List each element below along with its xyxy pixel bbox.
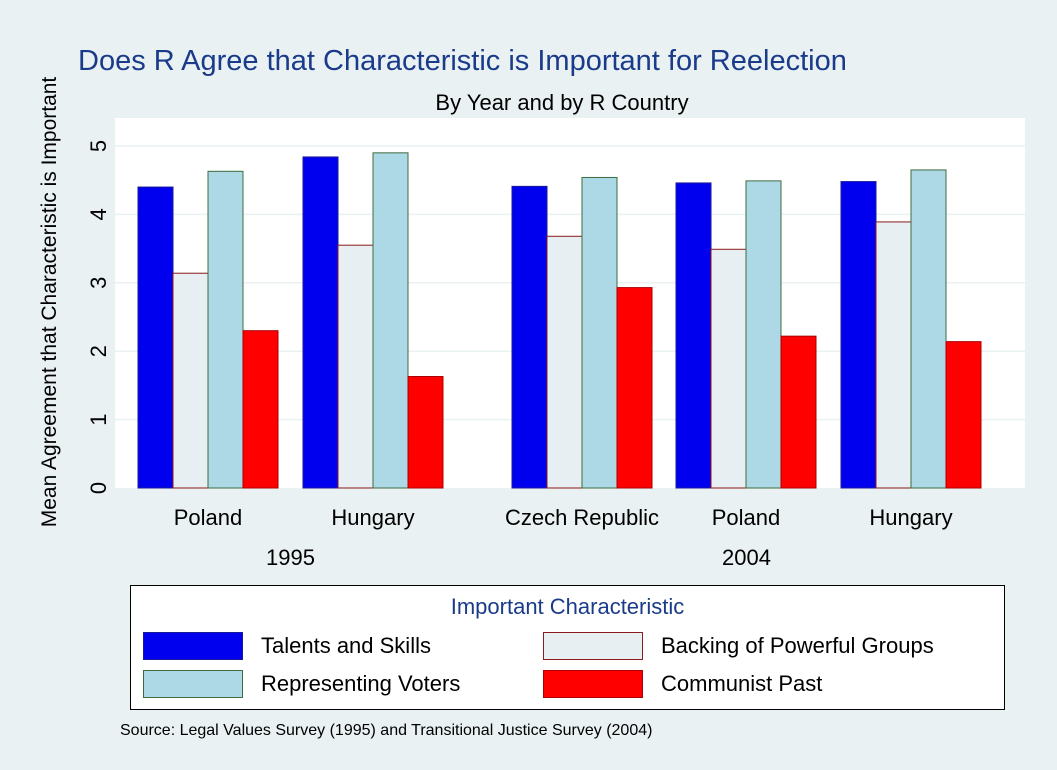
legend-label-representing: Representing Voters <box>261 671 461 696</box>
bar <box>337 244 374 489</box>
bar <box>172 272 209 489</box>
y-tick-label: 1 <box>86 413 111 425</box>
legend-swatch-representing <box>143 670 243 698</box>
bar <box>207 170 244 489</box>
bar <box>675 182 712 489</box>
bar <box>546 235 583 489</box>
y-tick-label: 5 <box>86 140 111 152</box>
legend-item-communist: Communist Past <box>543 670 822 698</box>
legend-label-talents: Talents and Skills <box>261 633 431 658</box>
x-category-label: Poland <box>174 505 243 530</box>
bar <box>745 180 782 489</box>
legend-swatch-talents <box>143 632 243 660</box>
bar <box>581 176 618 489</box>
x-category-label: Hungary <box>869 505 952 530</box>
chart-subtitle: By Year and by R Country <box>435 90 688 115</box>
y-tick-label: 2 <box>86 345 111 357</box>
y-tick-label: 4 <box>86 208 111 220</box>
bar <box>242 330 279 489</box>
y-axis-label: Mean Agreement that Characteristic is Im… <box>38 77 61 528</box>
bar <box>840 181 877 489</box>
x-group-year-label: 1995 <box>266 545 315 570</box>
bar <box>945 341 982 489</box>
bar <box>302 156 339 489</box>
legend-item-representing: Representing Voters <box>143 670 460 698</box>
legend-swatch-backing <box>543 632 643 660</box>
bar <box>372 152 409 489</box>
bar <box>511 185 548 489</box>
legend-item-talents: Talents and Skills <box>143 632 431 660</box>
bar <box>137 186 174 489</box>
legend: Important Characteristic Talents and Ski… <box>130 585 1005 710</box>
bar <box>875 221 912 489</box>
x-category-label: Poland <box>712 505 781 530</box>
legend-label-backing: Backing of Powerful Groups <box>661 633 934 658</box>
y-tick-label: 3 <box>86 277 111 289</box>
x-category-label: Hungary <box>331 505 414 530</box>
legend-title: Important Characteristic <box>450 594 685 619</box>
x-group-year-label: 2004 <box>722 545 771 570</box>
bars <box>137 152 982 489</box>
source-note: Source: Legal Values Survey (1995) and T… <box>120 722 653 739</box>
y-axis-ticks: 0 1 2 3 4 5 <box>86 140 111 494</box>
y-tick-label: 0 <box>86 482 111 494</box>
bar <box>616 287 653 489</box>
bar <box>780 335 817 489</box>
chart-title: Does R Agree that Characteristic is Impo… <box>78 45 847 77</box>
legend-label-communist: Communist Past <box>661 671 823 696</box>
bar <box>910 169 947 489</box>
bar <box>407 376 444 489</box>
x-category-label: Czech Republic <box>505 505 659 530</box>
x-axis-categories: Poland Hungary 1995 Czech Republic Poland Hun… <box>174 505 953 570</box>
bar-chart: Does R Agree that Characteristic is Impo… <box>38 45 1025 570</box>
bar <box>710 248 747 489</box>
legend-item-backing: Backing of Powerful Groups <box>543 632 934 660</box>
legend-swatch-communist <box>543 670 643 698</box>
